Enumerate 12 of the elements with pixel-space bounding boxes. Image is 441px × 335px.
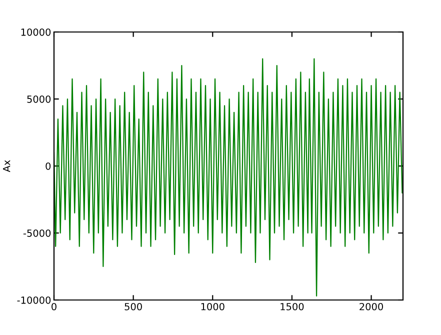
y-axis-title: Ax: [3, 160, 10, 172]
line-series: [54, 58, 403, 297]
x-tick-label: 1500: [280, 302, 304, 310]
y-tick-label: -10000: [17, 296, 51, 304]
x-tick-label: 2000: [360, 302, 383, 310]
y-tick-label: 10000: [21, 28, 51, 36]
y-tick-label: 0: [46, 162, 51, 170]
y-tick-label: 5000: [27, 95, 51, 103]
x-tick-label: 0: [52, 302, 56, 310]
y-tick-label: -5000: [23, 229, 51, 237]
x-tick-label: 1000: [201, 302, 224, 310]
x-tick-label: 500: [124, 302, 142, 310]
